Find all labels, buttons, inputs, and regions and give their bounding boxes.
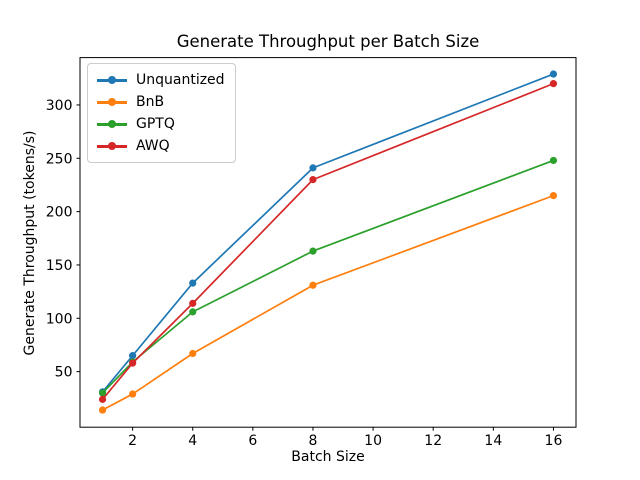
x-tick-label: 10 [364, 433, 382, 449]
data-point-Unquantized-x4 [189, 279, 197, 287]
plot-frame [79, 57, 577, 428]
y-tick-label: 300 [46, 98, 73, 114]
y-axis-label: Generate Throughput (tokens/s) [22, 130, 38, 356]
x-tick-label: 14 [484, 433, 502, 449]
data-point-Unquantized-x2 [129, 352, 137, 360]
chart-title: Generate Throughput per Batch Size [176, 32, 480, 51]
y-tick-label: 200 [46, 205, 73, 221]
legend-item-GPTQ: GPTQ [97, 113, 225, 135]
data-point-AWQ-x4 [189, 299, 197, 307]
y-tick-label: 150 [46, 258, 73, 274]
x-tick-label: 4 [188, 433, 197, 449]
legend: Unquantized BnB GPTQ AWQ [87, 63, 236, 163]
data-point-GPTQ-x4 [189, 308, 197, 316]
legend-item-Unquantized: Unquantized [97, 69, 225, 91]
x-tick-label: 16 [545, 433, 563, 449]
data-point-GPTQ-x1 [98, 389, 107, 397]
data-point-BnB-x4 [189, 349, 197, 358]
legend-label: AWQ [136, 138, 170, 154]
y-tick-label: 250 [46, 151, 73, 167]
legend-label: GPTQ [136, 116, 175, 132]
data-point-AWQ-x8 [309, 176, 317, 184]
x-tick-label: 6 [248, 433, 257, 449]
data-point-BnB-x16 [549, 192, 558, 200]
legend-marker-icon [97, 95, 127, 109]
data-point-Unquantized-x8 [309, 164, 317, 172]
y-tick-label: 50 [55, 365, 73, 381]
x-tick-label: 8 [309, 433, 318, 449]
legend-marker-icon [97, 117, 127, 131]
y-tick-label: 100 [46, 311, 73, 327]
legend-item-AWQ: AWQ [97, 135, 225, 157]
data-point-AWQ-x1 [98, 395, 107, 403]
data-point-BnB-x8 [309, 281, 317, 289]
legend-item-BnB: BnB [97, 91, 225, 113]
x-axis-label: Batch Size [291, 449, 365, 465]
legend-marker-icon [97, 139, 127, 153]
legend-label: Unquantized [136, 72, 225, 88]
legend-label: BnB [136, 94, 165, 110]
x-tick-label: 2 [128, 433, 137, 449]
data-point-GPTQ-x16 [549, 156, 558, 165]
data-point-BnB-x1 [98, 406, 107, 414]
legend-marker-icon [97, 73, 127, 87]
data-point-GPTQ-x8 [309, 247, 317, 255]
x-tick-label: 12 [424, 433, 442, 449]
data-point-AWQ-x2 [129, 359, 137, 367]
data-point-Unquantized-x16 [549, 70, 558, 78]
data-point-AWQ-x16 [549, 80, 558, 88]
data-point-BnB-x2 [129, 390, 137, 398]
